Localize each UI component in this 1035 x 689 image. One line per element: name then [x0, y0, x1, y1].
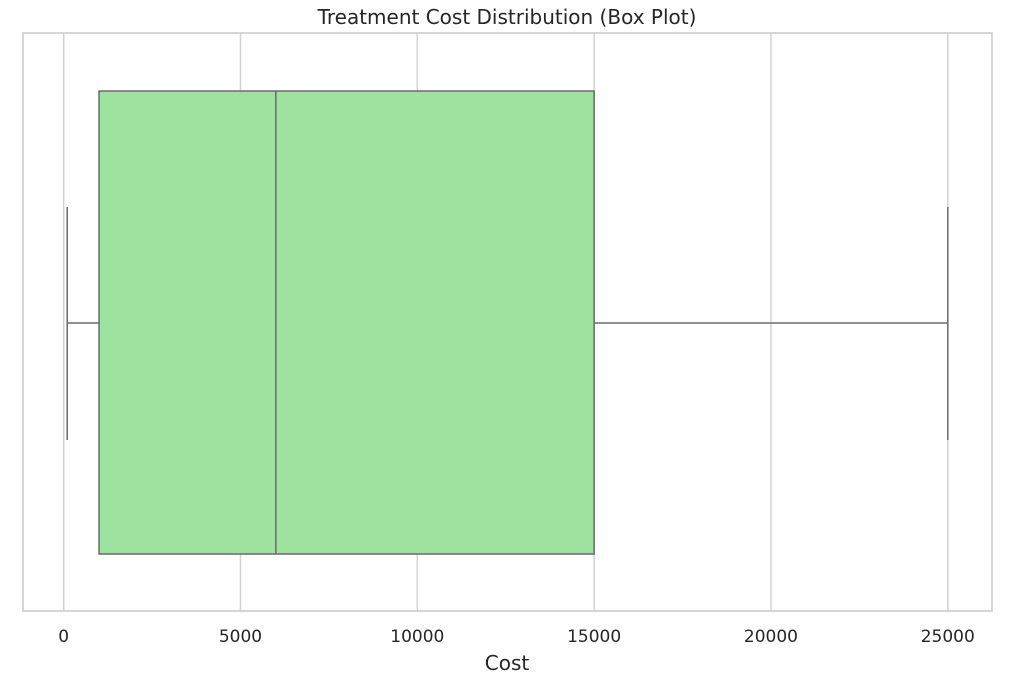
x-tick-label-3: 15000	[567, 627, 621, 647]
x-axis-label: Cost	[485, 651, 530, 675]
plot-elements	[66, 90, 949, 555]
x-tick-label-1: 5000	[219, 627, 262, 647]
x-tick-label-5: 25000	[921, 627, 975, 647]
iqr-box	[98, 90, 595, 555]
x-tick-label-2: 10000	[390, 627, 444, 647]
x-tick-label-4: 20000	[744, 627, 798, 647]
chart-title: Treatment Cost Distribution (Box Plot)	[317, 5, 697, 29]
x-tick-labels: 0 5000 10000 15000 20000 25000	[58, 627, 975, 647]
plot-frame	[22, 32, 993, 612]
x-tick-label-0: 0	[58, 627, 69, 647]
